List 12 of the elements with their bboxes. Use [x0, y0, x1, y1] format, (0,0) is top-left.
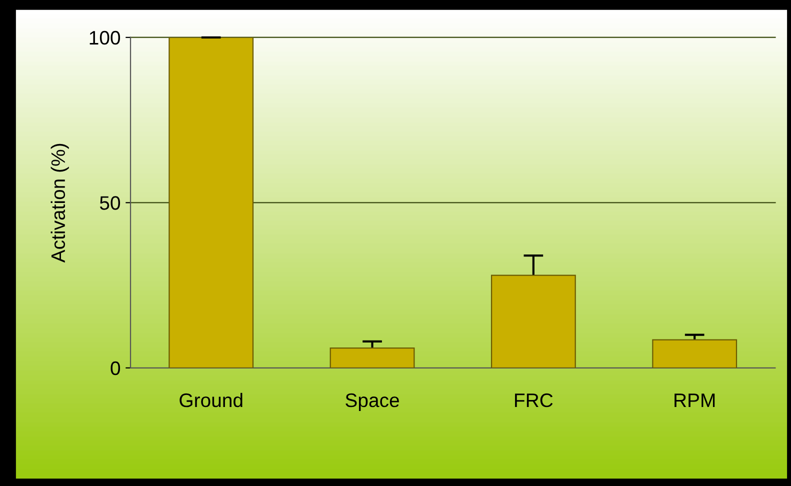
- y-tick-label: 100: [90, 30, 120, 45]
- bar: [652, 339, 738, 368]
- y-tick-label: 0: [110, 361, 120, 376]
- x-tick-label: RPM: [674, 394, 715, 407]
- x-tick-label: Space: [346, 393, 399, 412]
- bar: [490, 274, 576, 368]
- bar: [168, 37, 254, 368]
- bar: [330, 348, 415, 368]
- y-axis-title: Activation (%): [50, 144, 69, 263]
- y-tick-label: 50: [100, 196, 120, 210]
- x-tick-label: Ground: [180, 392, 242, 408]
- x-tick-label: FRC: [515, 393, 553, 408]
